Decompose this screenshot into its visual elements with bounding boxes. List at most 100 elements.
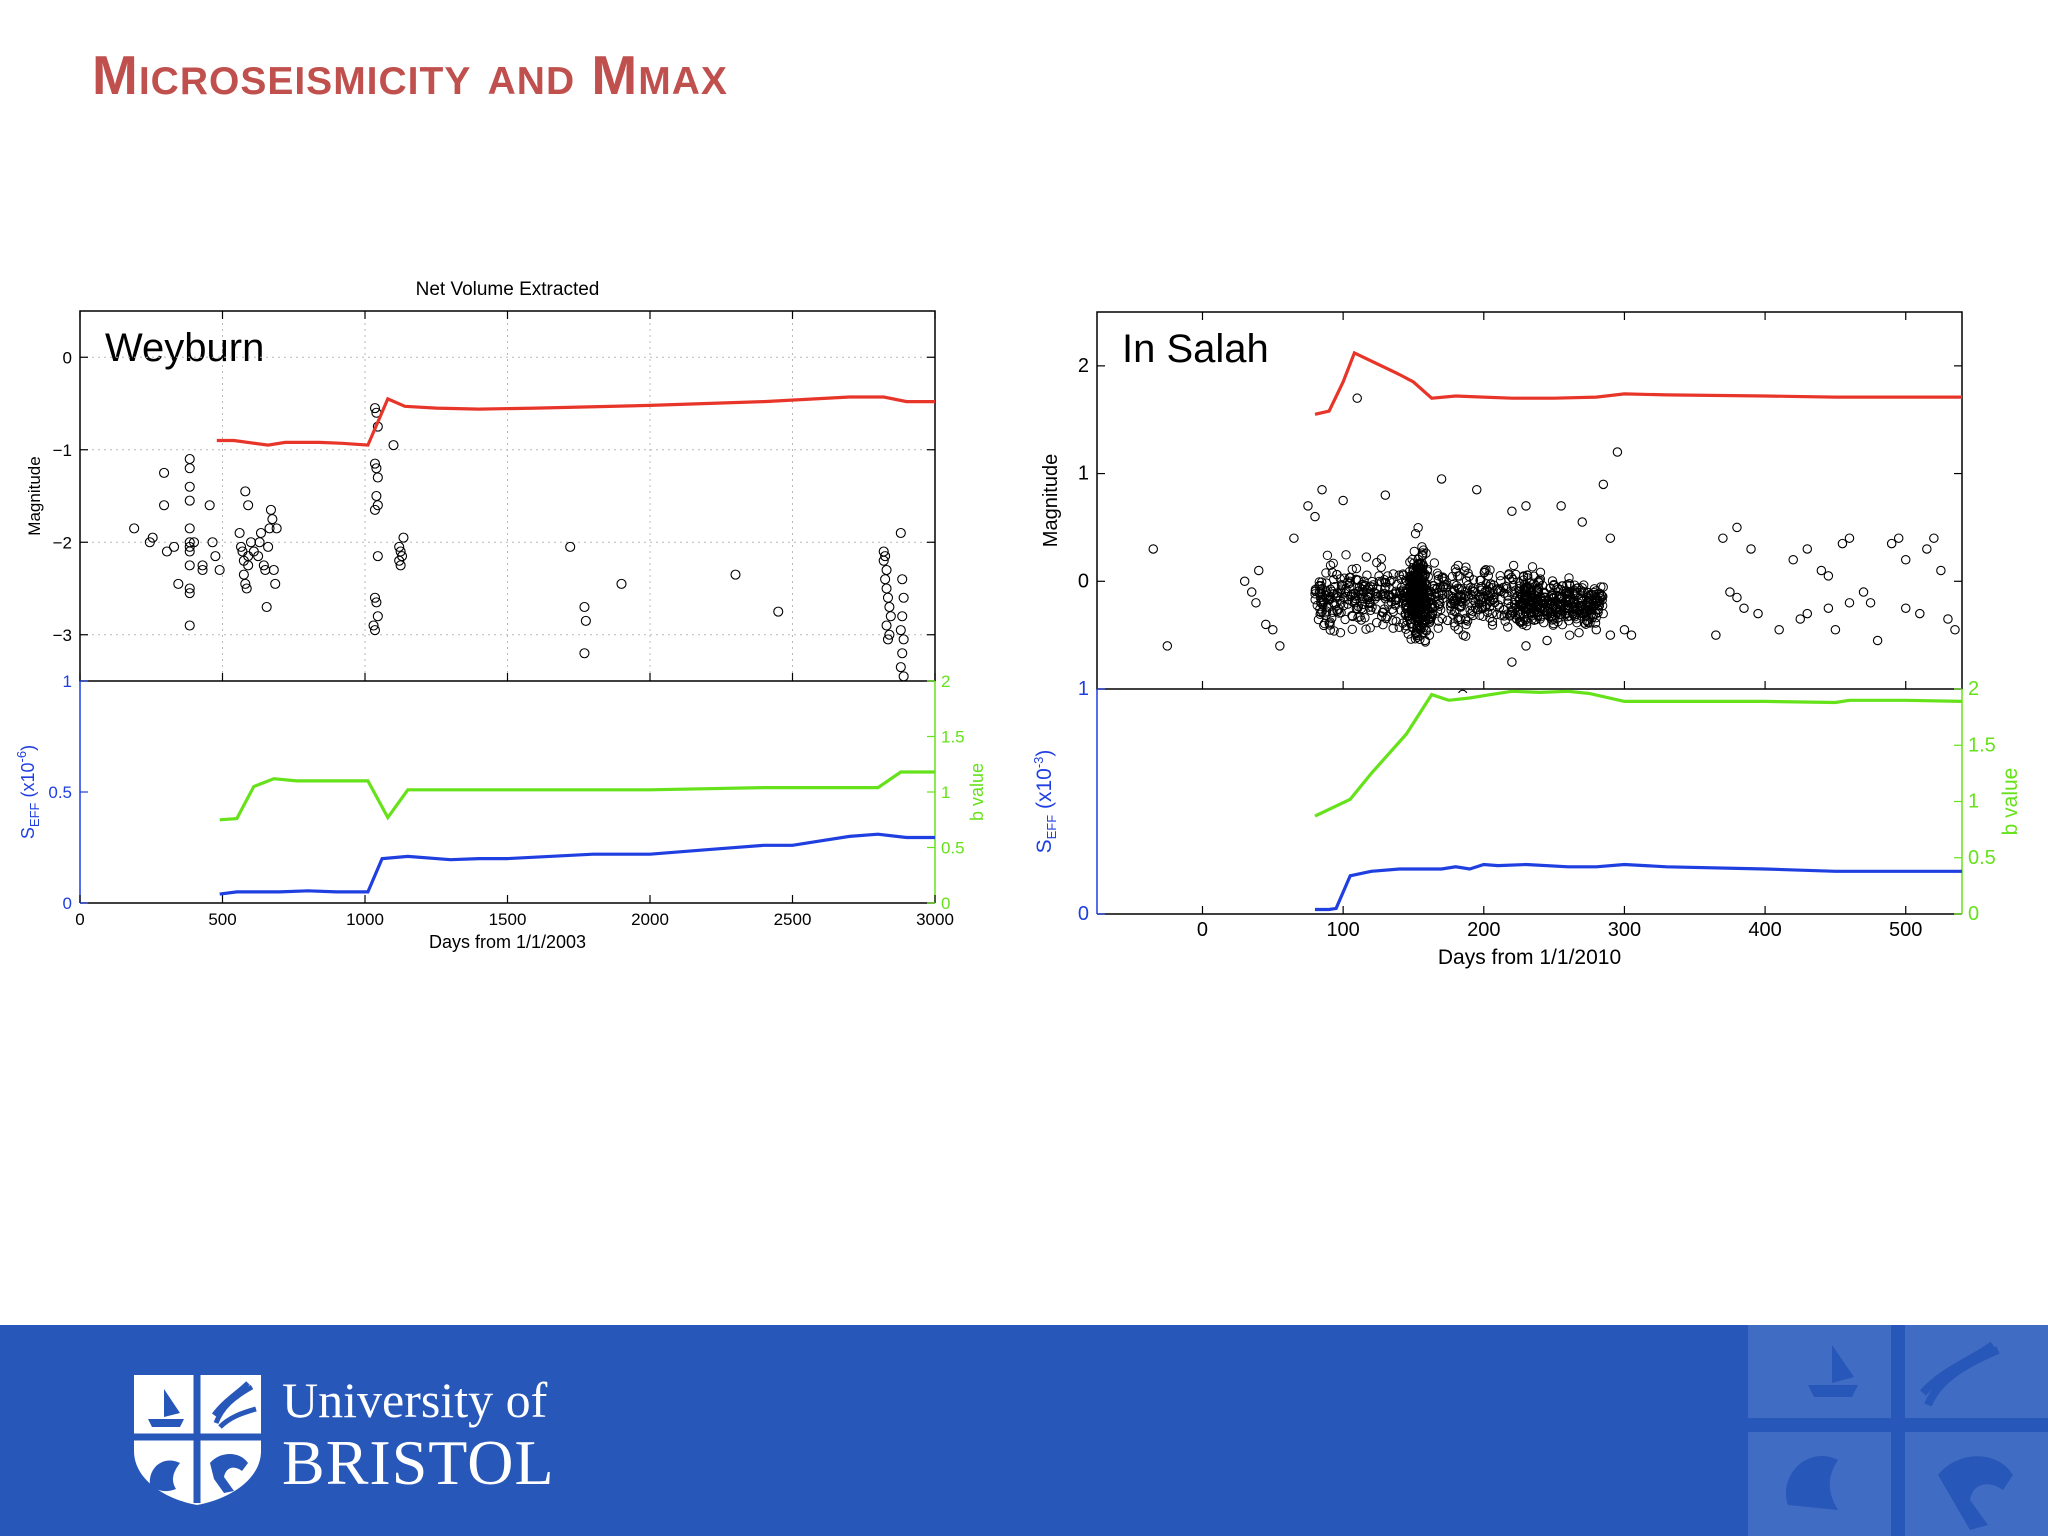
event-point <box>1605 630 1616 640</box>
event-point <box>1732 592 1742 603</box>
event-point <box>1328 589 1339 599</box>
seff-tick-label: 1 <box>63 672 72 691</box>
event-point <box>369 625 381 636</box>
event-point <box>253 551 264 562</box>
event-point <box>1540 593 1550 603</box>
event-point <box>1480 586 1490 597</box>
event-point <box>1527 562 1538 572</box>
event-point <box>580 615 591 626</box>
event-point <box>1579 618 1590 628</box>
event-point <box>1303 501 1313 511</box>
event-point <box>1503 598 1513 608</box>
event-point <box>1359 576 1369 587</box>
event-point <box>1412 563 1423 574</box>
event-point <box>1509 589 1520 600</box>
event-point <box>1350 591 1360 601</box>
event-point <box>1351 563 1362 574</box>
event-point <box>880 551 891 562</box>
event-point <box>1788 554 1798 565</box>
x-tick-label: 100 <box>1326 919 1359 941</box>
x-tick-label: 2500 <box>774 910 812 929</box>
event-point <box>184 546 195 557</box>
event-point <box>1448 610 1458 620</box>
event-point <box>1313 614 1324 625</box>
event-point <box>1325 560 1336 570</box>
event-point <box>1372 617 1382 628</box>
seff-line <box>219 832 935 896</box>
event-point <box>1886 538 1897 549</box>
event-point <box>1503 622 1513 632</box>
event-point <box>267 514 278 525</box>
event-point <box>1559 600 1569 611</box>
event-point <box>1315 609 1325 619</box>
event-point <box>214 564 225 576</box>
crest-watermark-icon <box>1748 1325 2048 1536</box>
event-point <box>1587 590 1597 600</box>
event-point <box>1410 634 1421 644</box>
event-point <box>1501 581 1512 592</box>
event-point <box>372 611 383 622</box>
event-point <box>1275 641 1285 651</box>
event-point <box>1419 587 1429 598</box>
event-point <box>204 500 215 511</box>
event-point <box>1321 608 1331 618</box>
footer-banner: University of BRISTOL <box>0 1325 2048 1536</box>
event-point <box>394 555 405 566</box>
event-point <box>147 532 158 543</box>
event-point <box>1915 608 1925 619</box>
event-point <box>1561 588 1571 599</box>
event-point <box>1394 570 1404 580</box>
event-point <box>1520 585 1531 596</box>
event-point <box>1396 574 1406 585</box>
event-point <box>1321 568 1331 578</box>
event-point <box>878 555 889 566</box>
site-label: In Salah <box>1122 327 1269 371</box>
event-point <box>184 481 195 492</box>
seff-tick-label: 1 <box>1078 678 1089 700</box>
event-point <box>1162 641 1173 651</box>
event-point <box>1315 586 1325 597</box>
event-point <box>243 500 254 511</box>
event-point <box>1410 528 1421 539</box>
event-point <box>1556 501 1566 511</box>
event-point <box>238 569 249 580</box>
event-point <box>1591 609 1601 619</box>
event-point <box>1415 605 1426 615</box>
event-point <box>1560 610 1570 620</box>
event-point <box>895 625 906 636</box>
event-point <box>1837 538 1848 549</box>
event-point <box>1461 619 1471 630</box>
b-value-line <box>219 770 935 822</box>
event-point <box>1404 610 1414 620</box>
event-point <box>1577 517 1587 527</box>
event-point <box>1411 569 1421 579</box>
event-point <box>1388 606 1399 617</box>
event-point <box>184 588 195 599</box>
event-point <box>898 671 909 682</box>
event-point <box>268 564 279 576</box>
event-point <box>372 551 383 562</box>
event-point <box>1438 572 1448 582</box>
event-point <box>1461 576 1472 586</box>
event-point <box>1378 620 1388 630</box>
event-point <box>895 662 906 673</box>
event-point <box>1323 590 1334 600</box>
event-point <box>1594 596 1605 606</box>
event-point <box>1407 609 1417 620</box>
b-value-tick-label: 1.5 <box>1968 734 1996 756</box>
b-value-tick-label: 0.5 <box>941 839 965 858</box>
event-point <box>1323 602 1334 612</box>
event-point <box>1517 599 1527 609</box>
event-point <box>1394 622 1404 632</box>
event-point <box>1844 533 1855 543</box>
event-point <box>1449 579 1459 589</box>
event-point <box>1485 589 1496 599</box>
b-value-tick-label: 1 <box>1968 791 1979 813</box>
event-point <box>1504 570 1514 580</box>
event-point <box>1534 607 1544 617</box>
x-tick-label: 0 <box>75 910 84 929</box>
event-point <box>1950 625 1960 635</box>
event-point <box>1597 601 1608 611</box>
event-point <box>1412 632 1422 642</box>
event-point <box>184 620 195 631</box>
